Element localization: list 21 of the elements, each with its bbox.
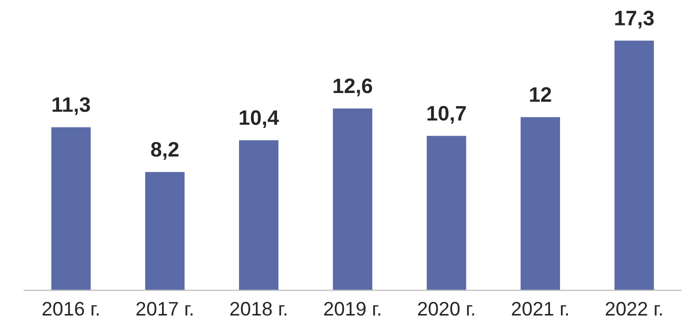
x-tick-label: 2020 г. bbox=[418, 302, 474, 316]
data-label: 10,4 bbox=[240, 110, 279, 128]
x-tick-label: 2016 г. bbox=[42, 302, 99, 316]
data-label: 12,6 bbox=[334, 78, 372, 96]
x-tick-label: 2021 г. bbox=[512, 302, 568, 316]
data-label: 12 bbox=[530, 87, 552, 102]
data-label: 8,2 bbox=[151, 142, 179, 160]
bar bbox=[614, 40, 654, 290]
bar bbox=[332, 108, 372, 290]
data-label: 17,3 bbox=[615, 10, 654, 28]
bar bbox=[239, 140, 278, 290]
bar bbox=[426, 136, 466, 290]
data-label: 11,3 bbox=[52, 97, 90, 116]
x-tick-label: 2017 г. bbox=[136, 302, 192, 316]
bar bbox=[51, 127, 91, 290]
x-tick-label: 2022 г. bbox=[606, 302, 662, 316]
bar bbox=[520, 117, 560, 290]
x-tick-label: 2018 г. bbox=[230, 302, 286, 316]
data-label: 10,7 bbox=[428, 106, 466, 124]
x-tick-label: 2019 г. bbox=[324, 302, 380, 316]
bar bbox=[145, 172, 185, 290]
